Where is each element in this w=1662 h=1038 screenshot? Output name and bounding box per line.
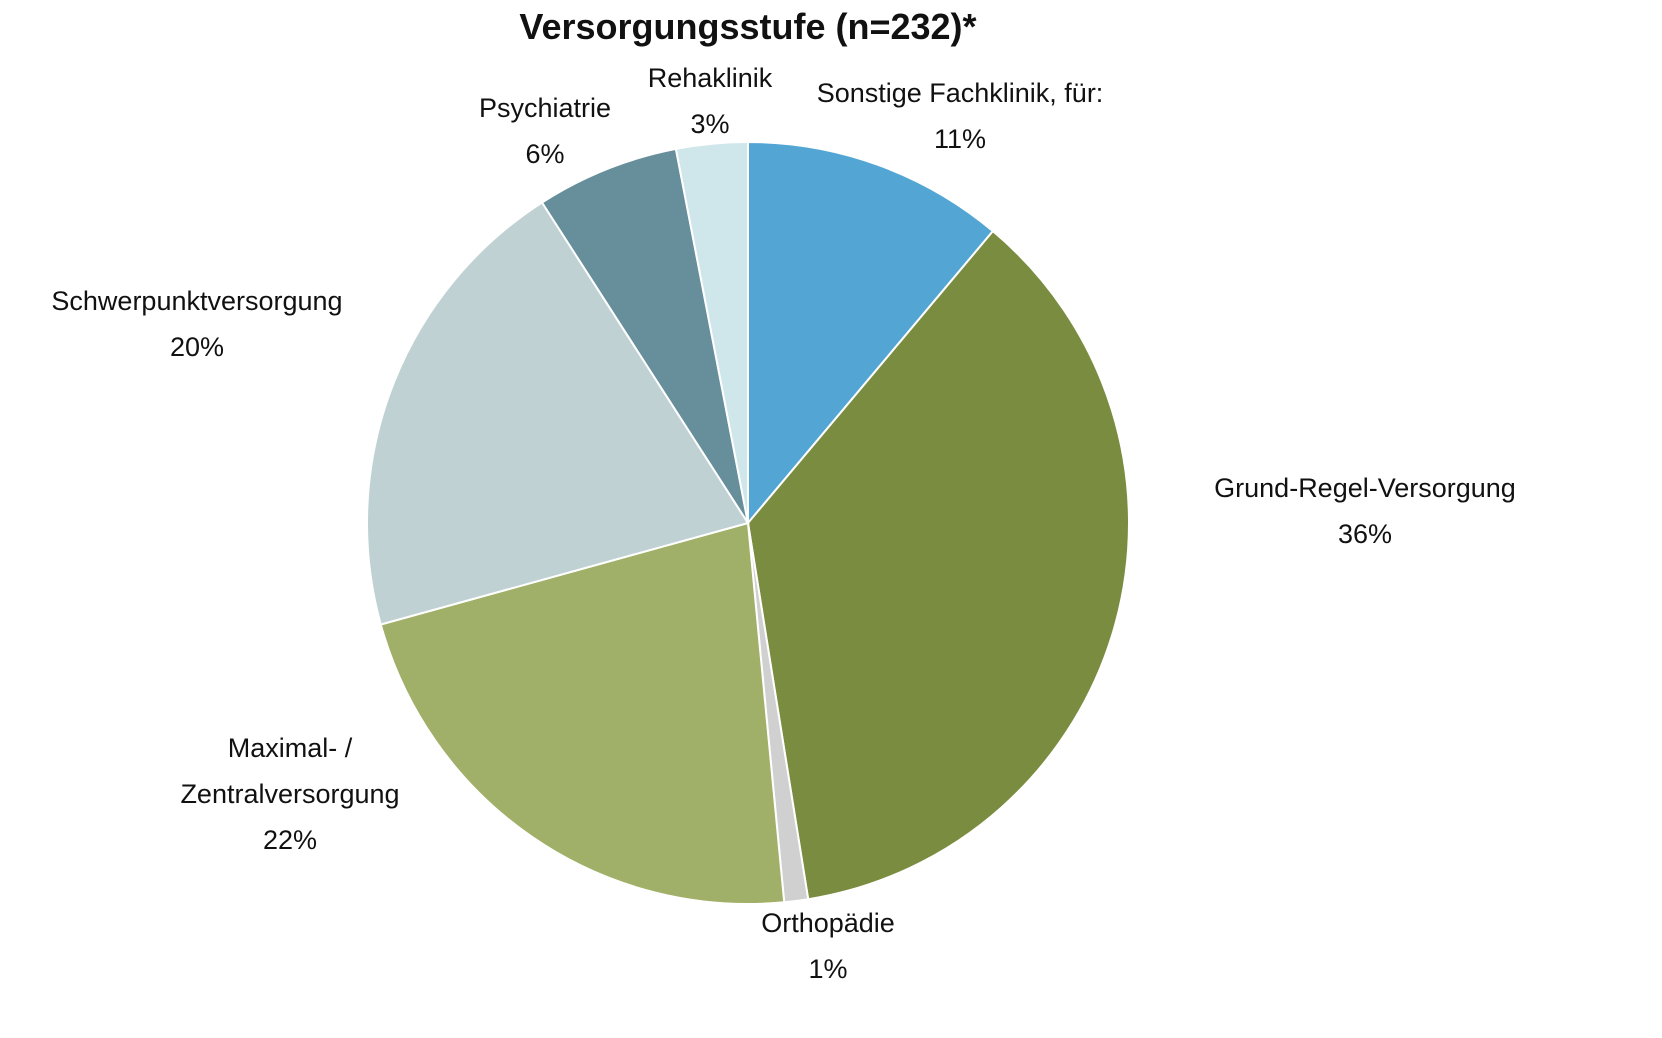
slice-label: Orthopädie 1% [678, 900, 978, 992]
chart-title: Versorgungsstufe (n=232)* [519, 6, 977, 47]
slice-label: Schwerpunktversorgung 20% [0, 278, 397, 370]
category-label: Grund-Regel-Versorgung [1214, 473, 1516, 503]
category-label: Schwerpunktversorgung [51, 286, 343, 316]
slice-label: Grund-Regel-Versorgung 36% [1165, 465, 1565, 557]
value-label: 1% [808, 954, 848, 984]
value-label: 36% [1337, 519, 1393, 549]
value-label: 6% [525, 139, 565, 169]
category-label: Orthopädie [761, 908, 895, 938]
slice-label: Psychiatrie 6% [420, 85, 670, 177]
category-label: Maximal- / Zentralversorgung [180, 733, 400, 809]
category-label: Psychiatrie [478, 93, 612, 123]
category-label: Rehaklinik [647, 63, 773, 93]
pie-slice [746, 229, 1130, 901]
pie-slice [540, 147, 749, 524]
slice-label: Maximal- / Zentralversorgung 22% [140, 725, 440, 863]
pie-slice [674, 140, 749, 524]
value-label: 22% [262, 825, 318, 855]
category-label: Sonstige Fachklinik, für: [816, 78, 1104, 108]
value-label: 20% [169, 332, 225, 362]
pie-slice [366, 201, 750, 626]
pie-slice [379, 521, 786, 905]
pie-slice [747, 140, 995, 526]
value-label: 3% [690, 109, 730, 139]
slice-label: Sonstige Fachklinik, für: 11% [810, 70, 1110, 162]
slice-label: Rehaklinik 3% [585, 55, 835, 147]
value-label: 11% [933, 124, 987, 154]
